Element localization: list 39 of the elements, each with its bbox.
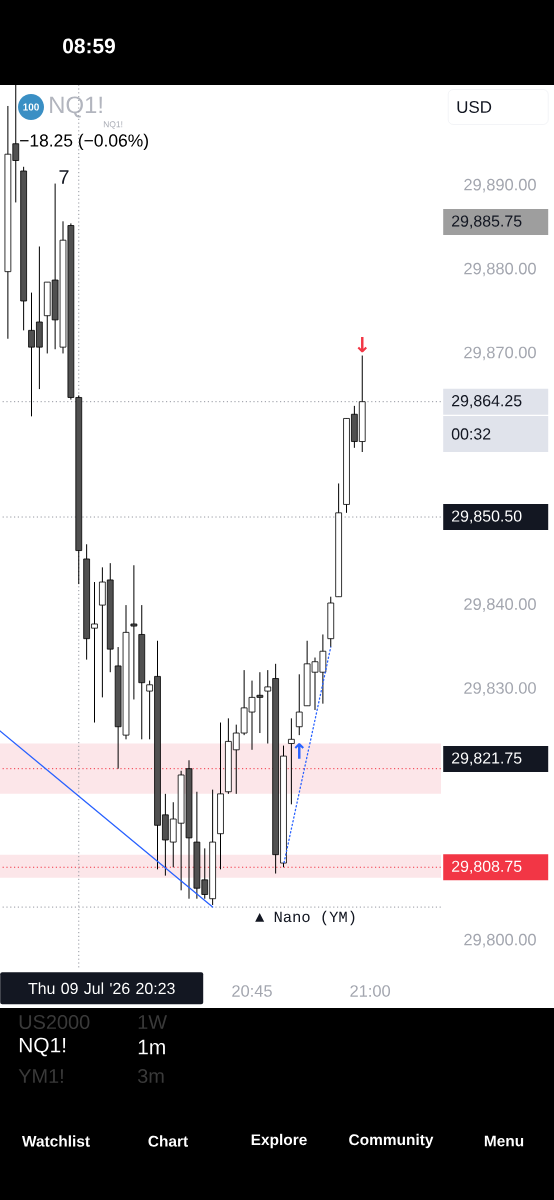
text: Community xyxy=(349,1133,434,1149)
ref-line-label: 29,808.75 xyxy=(452,860,522,874)
text: 08:59 xyxy=(63,38,115,54)
annotation: ↑ xyxy=(294,743,304,759)
candlestick xyxy=(295,673,303,736)
annotation: ▲ Nano (YM) xyxy=(255,910,355,926)
annotation: ↓ xyxy=(357,337,367,353)
text: 00:32 xyxy=(451,428,491,440)
y-tick-label: 29,800.00 xyxy=(464,933,536,948)
y-tick-label: 29,890.00 xyxy=(464,178,536,193)
text: 29,821.75 xyxy=(452,752,522,766)
chart-title: NQ1! xyxy=(50,96,102,118)
annotation: NQ1! xyxy=(103,121,123,129)
text: 1m xyxy=(138,1039,165,1055)
annotation: 100 xyxy=(23,103,39,111)
candlestick xyxy=(288,717,295,805)
ref-line-label: Thu 09 Jul '26 20:23 xyxy=(28,982,175,995)
text: US2000 xyxy=(19,1014,90,1030)
text: Explore xyxy=(251,1133,307,1149)
text: −18.25 (−0.06%) xyxy=(20,133,148,151)
text: 3m xyxy=(137,1068,164,1084)
y-tick-label: 29,840.00 xyxy=(464,598,536,612)
x-tick-label: 21:00 xyxy=(350,985,391,997)
candlestick xyxy=(130,564,138,700)
text: Chart xyxy=(148,1135,188,1147)
ref-line-label: 29,850.50 xyxy=(452,510,522,524)
text: Watchlist xyxy=(21,1135,90,1147)
y-tick-label: 29,880.00 xyxy=(464,262,536,277)
text: 29,885.75 xyxy=(452,215,522,229)
text: USD xyxy=(457,101,492,113)
ref-line-label: 29,864.25 xyxy=(452,395,522,409)
text: Menu xyxy=(484,1135,524,1147)
y-tick-label: 29,870.00 xyxy=(464,346,536,361)
annotation: 7 xyxy=(59,170,69,184)
text: 1W xyxy=(138,1015,168,1029)
x-tick-label: 20:45 xyxy=(232,985,272,997)
text: YM1! xyxy=(18,1069,63,1083)
text: NQ1! xyxy=(19,1037,66,1057)
y-tick-label: 29,830.00 xyxy=(464,682,536,696)
